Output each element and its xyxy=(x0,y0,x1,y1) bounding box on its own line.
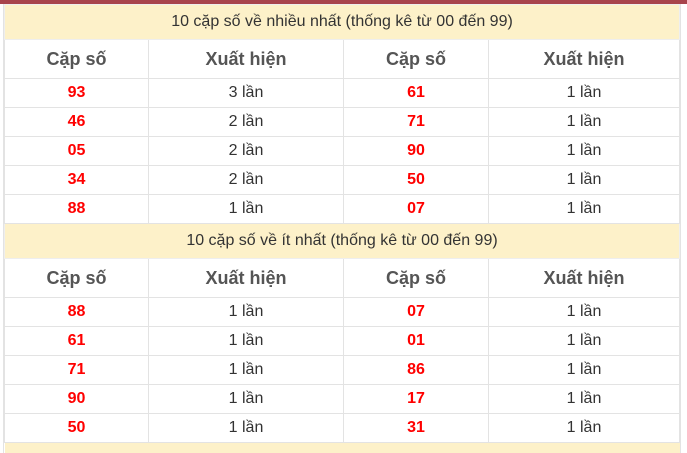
table-row: 05 2 lần 90 1 lần xyxy=(4,136,680,166)
occurrence-count: 1 lần xyxy=(488,136,680,166)
number-pair: 88 xyxy=(4,194,149,224)
number-pair: 07 xyxy=(343,194,489,224)
top-accent-bar xyxy=(0,0,687,4)
occurrence-count: 1 lần xyxy=(488,165,680,195)
number-pair: 93 xyxy=(4,78,149,108)
table-row: 93 3 lần 61 1 lần xyxy=(4,78,680,108)
column-header: Xuất hiện xyxy=(488,258,680,298)
section-title-row: 10 cặp số về ít nhất (thống kê từ 00 đến… xyxy=(4,223,680,259)
table-row: 50 1 lần 31 1 lần xyxy=(4,413,680,443)
number-pair: 34 xyxy=(4,165,149,195)
number-pair: 01 xyxy=(343,326,489,356)
table-row: 34 2 lần 50 1 lần xyxy=(4,165,680,195)
occurrence-count: 1 lần xyxy=(488,107,680,137)
number-pair: 61 xyxy=(343,78,489,108)
number-pair: 90 xyxy=(343,136,489,166)
table-row: 90 1 lần 17 1 lần xyxy=(4,384,680,414)
column-header: Xuất hiện xyxy=(488,39,680,79)
occurrence-count: 1 lần xyxy=(488,78,680,108)
table-row: 61 1 lần 01 1 lần xyxy=(4,326,680,356)
stats-table-container: 10 cặp số về nhiều nhất (thống kê từ 00 … xyxy=(3,4,681,453)
number-pair: 50 xyxy=(4,413,149,443)
table-row: 88 1 lần 07 1 lần xyxy=(4,297,680,327)
section-title: 10 cặp số về nhiều nhất (thống kê từ 00 … xyxy=(4,4,680,40)
column-header: Cặp số xyxy=(343,39,489,79)
occurrence-count: 2 lần xyxy=(148,136,344,166)
occurrence-count: 1 lần xyxy=(488,297,680,327)
occurrence-count: 1 lần xyxy=(488,194,680,224)
header-row: Cặp số Xuất hiện Cặp số Xuất hiện xyxy=(4,39,680,79)
occurrence-count: 1 lần xyxy=(148,413,344,443)
occurrence-count: 2 lần xyxy=(148,107,344,137)
occurrence-count: 3 lần xyxy=(148,78,344,108)
column-header: Xuất hiện xyxy=(148,39,344,79)
number-pair: 88 xyxy=(4,297,149,327)
number-pair: 71 xyxy=(4,355,149,385)
occurrence-count: 1 lần xyxy=(488,326,680,356)
occurrence-count: 1 lần xyxy=(488,384,680,414)
column-header: Xuất hiện xyxy=(148,258,344,298)
section-title-row: 10 cặp số về nhiều nhất (thống kê từ 00 … xyxy=(4,4,680,40)
number-pair: 05 xyxy=(4,136,149,166)
column-header: Cặp số xyxy=(343,258,489,298)
occurrence-count: 1 lần xyxy=(148,326,344,356)
section-title: 10 cặp số về ít nhất (thống kê từ 00 đến… xyxy=(4,223,680,259)
table-row: 71 1 lần 86 1 lần xyxy=(4,355,680,385)
occurrence-count: 1 lần xyxy=(148,297,344,327)
stats-table: 10 cặp số về nhiều nhất (thống kê từ 00 … xyxy=(4,4,680,453)
number-pair: 31 xyxy=(343,413,489,443)
occurrence-count: 1 lần xyxy=(488,413,680,443)
number-pair: 50 xyxy=(343,165,489,195)
table-row: 46 2 lần 71 1 lần xyxy=(4,107,680,137)
column-header: Cặp số xyxy=(4,39,149,79)
number-pair: 07 xyxy=(343,297,489,327)
number-pair: 71 xyxy=(343,107,489,137)
column-header: Cặp số xyxy=(4,258,149,298)
number-pair: 46 xyxy=(4,107,149,137)
occurrence-count: 2 lần xyxy=(148,165,344,195)
number-pair: 90 xyxy=(4,384,149,414)
occurrence-count: 1 lần xyxy=(148,355,344,385)
number-pair: 17 xyxy=(343,384,489,414)
occurrence-count: 1 lần xyxy=(148,384,344,414)
number-pair: 86 xyxy=(343,355,489,385)
occurrence-count: 1 lần xyxy=(148,194,344,224)
occurrence-count: 1 lần xyxy=(488,355,680,385)
header-row: Cặp số Xuất hiện Cặp số Xuất hiện xyxy=(4,258,680,298)
number-pair: 61 xyxy=(4,326,149,356)
table-row: 88 1 lần 07 1 lần xyxy=(4,194,680,224)
